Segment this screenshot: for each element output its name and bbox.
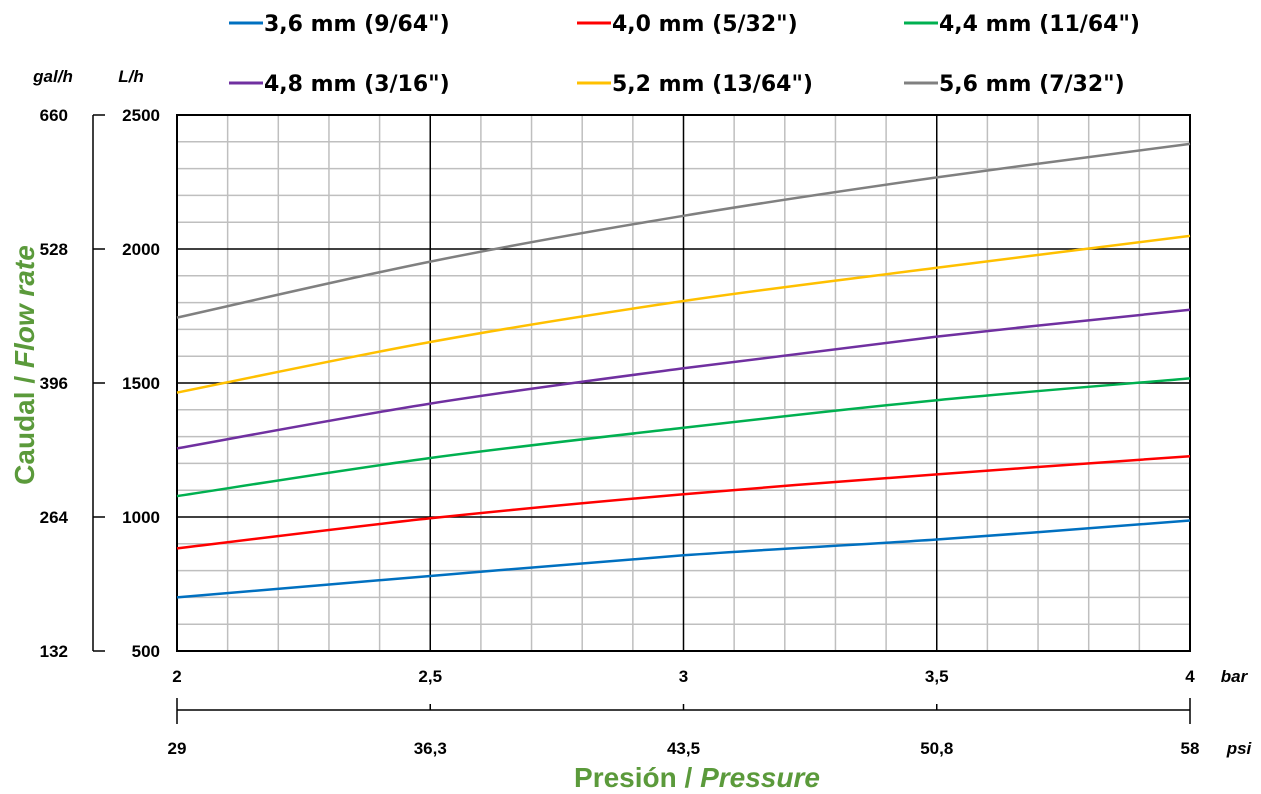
x-axis-title: Presión / Pressure (574, 762, 820, 793)
legend-label-2: 4,0 mm (5/32") (612, 12, 798, 37)
legend-label-5: 5,2 mm (13/64") (612, 72, 813, 97)
series-line-3 (176, 377, 1191, 498)
x-tick-label: 2,5 (418, 667, 442, 686)
x2-unit-label: psi (1226, 739, 1253, 758)
y2-tick-label: 528 (40, 240, 68, 259)
series-line-1 (176, 519, 1191, 599)
x2-tick-label: 50,8 (920, 739, 953, 758)
series-line-5 (176, 234, 1191, 394)
x-tick-label: 2 (172, 667, 181, 686)
x2-tick-label: 43,5 (667, 739, 700, 758)
series-line-6 (176, 142, 1191, 319)
legend-label-1: 3,6 mm (9/64") (264, 12, 450, 37)
x2-tick-label: 29 (168, 739, 187, 758)
x-tick-label: 3,5 (925, 667, 949, 686)
legend-label-4: 4,8 mm (3/16") (264, 72, 450, 97)
series-line-2 (176, 454, 1191, 550)
y-axis-title: Caudal / Flow rate (9, 245, 40, 485)
x2-tick-label: 36,3 (414, 739, 447, 758)
legend-label-3: 4,4 mm (11/64") (939, 12, 1140, 37)
y-tick-label: 2000 (122, 240, 160, 259)
y2-tick-label: 132 (40, 642, 68, 661)
y-tick-label: 500 (132, 642, 160, 661)
x2-tick-label: 58 (1181, 739, 1200, 758)
y-tick-label: 1500 (122, 374, 160, 393)
plot-frame (176, 114, 1191, 652)
x-unit-label: bar (1221, 667, 1249, 686)
legend: 3,6 mm (9/64") 4,0 mm (5/32") 4,4 mm (11/6… (229, 12, 1140, 97)
y2-tick-label: 396 (40, 374, 68, 393)
major-gridlines (176, 114, 1191, 652)
series-lines (176, 142, 1191, 599)
axes: 132 264 396 528 660 500 1000 1500 2000 2500 2 2,5 3 3… (40, 106, 1200, 758)
series-line-4 (176, 308, 1191, 450)
y2-tick-label: 264 (40, 508, 69, 527)
y2-tick-label: 660 (40, 106, 68, 125)
x-tick-label: 4 (1185, 667, 1195, 686)
y-tick-label: 2500 (122, 106, 160, 125)
legend-label-6: 5,6 mm (7/32") (939, 72, 1125, 97)
x-tick-label: 3 (679, 667, 688, 686)
y-unit-label: L/h (118, 67, 144, 86)
y-tick-label: 1000 (122, 508, 160, 527)
y2-unit-label: gal/h (32, 67, 73, 86)
